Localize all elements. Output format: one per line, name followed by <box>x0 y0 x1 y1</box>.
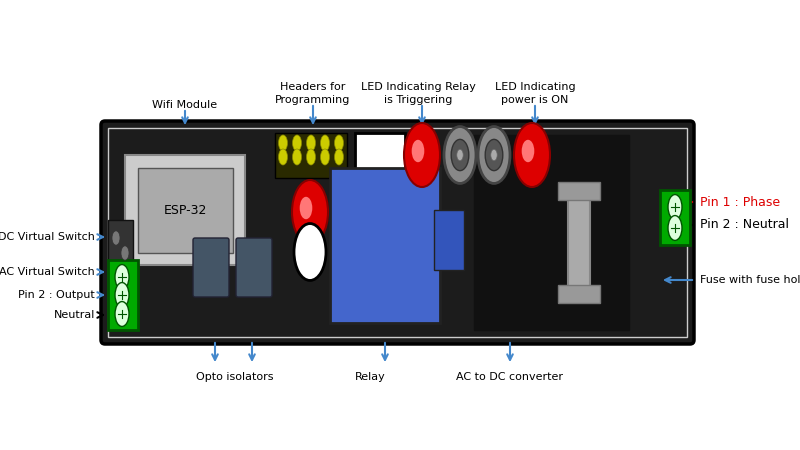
Text: AC Virtual Switch: AC Virtual Switch <box>0 267 95 277</box>
Text: LED Indicating Relay: LED Indicating Relay <box>361 82 475 92</box>
Ellipse shape <box>293 135 302 151</box>
Bar <box>330 168 440 323</box>
Ellipse shape <box>321 149 330 165</box>
Text: DC Virtual Switch: DC Virtual Switch <box>0 232 95 242</box>
Bar <box>558 182 600 200</box>
Ellipse shape <box>491 149 498 161</box>
Bar <box>108 220 133 268</box>
Ellipse shape <box>514 123 550 187</box>
FancyBboxPatch shape <box>193 238 229 297</box>
Bar <box>125 155 245 265</box>
Bar <box>558 285 600 303</box>
Text: AC to DC converter: AC to DC converter <box>457 372 563 382</box>
Ellipse shape <box>306 135 315 151</box>
Text: Fuse with fuse holder: Fuse with fuse holder <box>700 275 800 285</box>
Ellipse shape <box>293 149 302 165</box>
Bar <box>568 190 590 290</box>
Ellipse shape <box>292 180 328 244</box>
Bar <box>138 168 233 253</box>
Text: Opto isolators: Opto isolators <box>196 372 274 382</box>
Text: ESP-32: ESP-32 <box>163 204 206 217</box>
Text: Programming: Programming <box>275 95 350 105</box>
Ellipse shape <box>278 149 287 165</box>
Ellipse shape <box>121 246 129 260</box>
Bar <box>108 128 687 337</box>
Ellipse shape <box>404 123 440 187</box>
Text: Wifi Module: Wifi Module <box>153 100 218 110</box>
Bar <box>660 190 690 245</box>
Text: Relay: Relay <box>354 372 386 382</box>
Bar <box>108 260 138 330</box>
Ellipse shape <box>444 126 476 184</box>
Ellipse shape <box>115 265 129 289</box>
Ellipse shape <box>115 302 129 326</box>
Text: Pin 2 : Output: Pin 2 : Output <box>18 290 95 300</box>
Ellipse shape <box>278 135 287 151</box>
Text: is Triggering: is Triggering <box>384 95 452 105</box>
Ellipse shape <box>112 231 120 245</box>
Ellipse shape <box>478 126 510 184</box>
FancyBboxPatch shape <box>101 121 694 344</box>
Ellipse shape <box>485 140 503 171</box>
Text: Headers for: Headers for <box>280 82 346 92</box>
FancyBboxPatch shape <box>236 238 272 297</box>
Text: power is ON: power is ON <box>502 95 569 105</box>
Ellipse shape <box>300 197 312 219</box>
Ellipse shape <box>321 135 330 151</box>
Ellipse shape <box>668 194 682 220</box>
Ellipse shape <box>457 149 463 161</box>
Ellipse shape <box>334 149 343 165</box>
Text: Pin 2 : Neutral: Pin 2 : Neutral <box>700 219 789 231</box>
Ellipse shape <box>115 283 129 307</box>
Bar <box>355 133 405 178</box>
Text: Neutral: Neutral <box>54 310 95 320</box>
Ellipse shape <box>451 140 469 171</box>
Text: Pin 1 : Phase: Pin 1 : Phase <box>700 195 780 208</box>
Text: LED Indicating: LED Indicating <box>494 82 575 92</box>
Bar <box>275 133 347 178</box>
Bar <box>434 210 464 270</box>
Ellipse shape <box>306 149 315 165</box>
Ellipse shape <box>668 216 682 240</box>
Ellipse shape <box>412 140 424 162</box>
Ellipse shape <box>334 135 343 151</box>
Bar <box>474 135 629 330</box>
Ellipse shape <box>522 140 534 162</box>
Ellipse shape <box>294 224 326 280</box>
